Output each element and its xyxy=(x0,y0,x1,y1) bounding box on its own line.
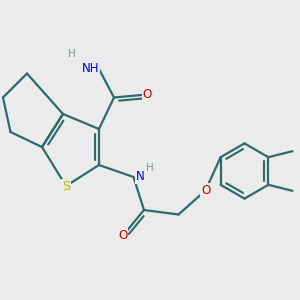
Text: O: O xyxy=(142,88,152,101)
Text: O: O xyxy=(118,229,127,242)
Text: H: H xyxy=(68,49,76,59)
Text: N: N xyxy=(136,170,145,184)
Text: NH: NH xyxy=(82,62,99,76)
Text: S: S xyxy=(62,179,70,193)
Text: O: O xyxy=(201,184,210,197)
Text: H: H xyxy=(146,163,154,173)
